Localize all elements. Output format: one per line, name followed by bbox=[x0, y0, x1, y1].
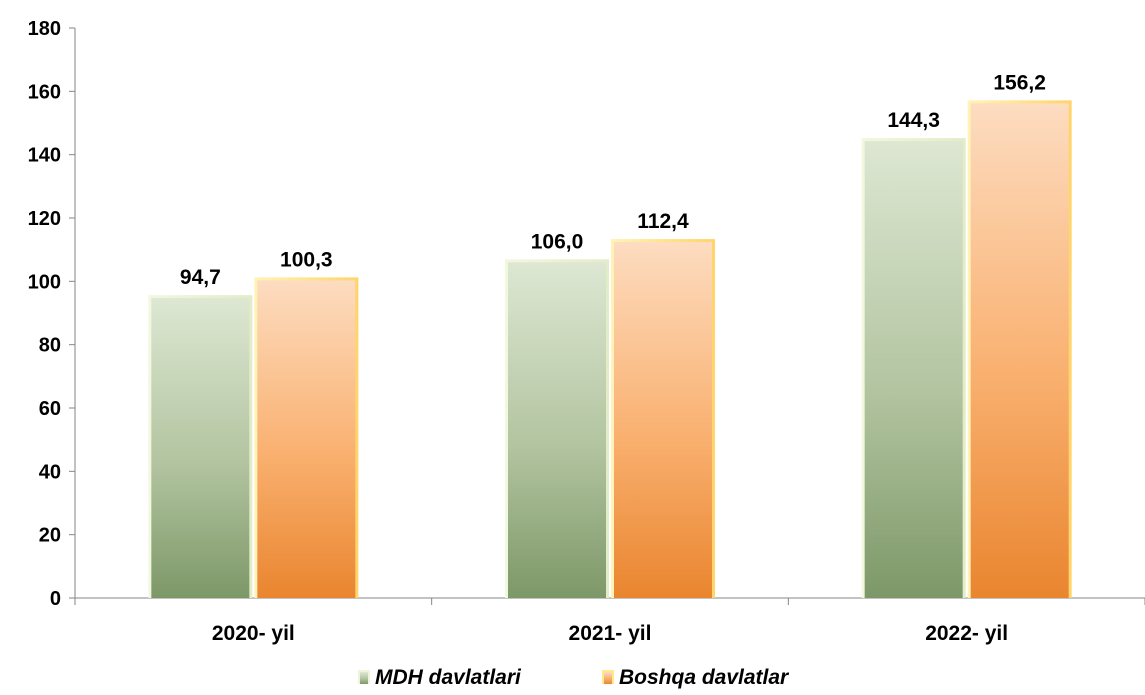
bar-mdh bbox=[151, 298, 250, 598]
bar-mdh bbox=[508, 262, 606, 598]
bar-boshqa bbox=[970, 103, 1069, 598]
data-label-boshqa: 100,3 bbox=[280, 248, 333, 271]
legend: MDH davlatlari Boshqa davlatlar bbox=[358, 666, 790, 689]
y-tick-label: 60 bbox=[39, 398, 61, 420]
legend-label-mdh: MDH davlatlari bbox=[375, 666, 522, 689]
y-tick-label: 0 bbox=[50, 588, 61, 610]
data-labels-group: 94,7 100,3 106,0 112,4 144,3 156,2 bbox=[180, 71, 1046, 289]
y-tick-label: 120 bbox=[28, 208, 61, 230]
x-tick-label: 2022- yil bbox=[925, 622, 1008, 645]
data-label-boshqa: 112,4 bbox=[637, 210, 689, 233]
y-tick-label: 80 bbox=[39, 335, 61, 357]
y-tick-label: 40 bbox=[39, 461, 61, 483]
data-label-mdh: 106,0 bbox=[531, 230, 584, 253]
x-tick-label: 2020- yil bbox=[212, 622, 295, 645]
legend-swatch-boshqa bbox=[604, 672, 612, 684]
y-axis: 0 20 40 60 80 100 120 140 160 180 bbox=[28, 18, 76, 610]
x-tick-label: 2021- yil bbox=[569, 622, 652, 645]
legend-swatch-mdh bbox=[360, 672, 368, 684]
y-tick-label: 20 bbox=[39, 525, 61, 547]
y-tick-label: 160 bbox=[28, 81, 61, 103]
legend-label-boshqa: Boshqa davlatlar bbox=[619, 666, 790, 689]
x-axis: 2020- yil 2021- yil 2022- yil bbox=[74, 597, 1145, 645]
data-label-boshqa: 156,2 bbox=[993, 71, 1046, 94]
bar-boshqa bbox=[614, 242, 712, 599]
y-tick-label: 100 bbox=[28, 271, 61, 293]
y-tick-label: 140 bbox=[28, 145, 61, 167]
y-tick-label: 180 bbox=[28, 18, 61, 40]
data-label-mdh: 144,3 bbox=[887, 109, 940, 132]
bar-boshqa bbox=[257, 280, 356, 598]
data-label-mdh: 94,7 bbox=[180, 266, 221, 289]
bar-mdh bbox=[864, 141, 963, 599]
bars-group bbox=[148, 100, 1072, 599]
